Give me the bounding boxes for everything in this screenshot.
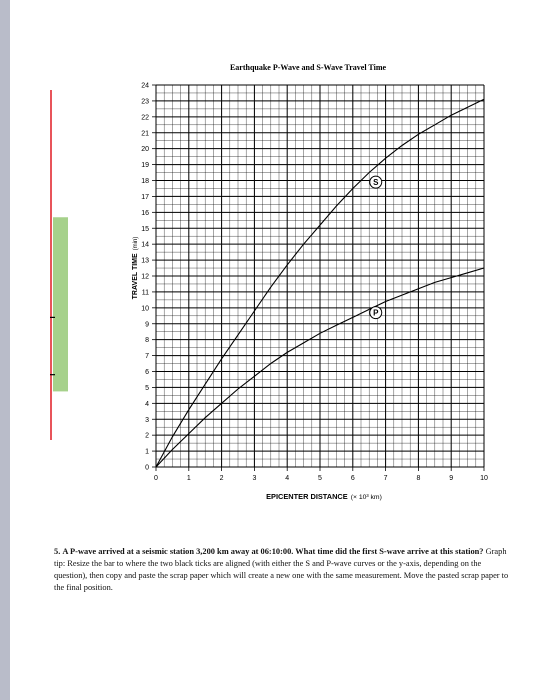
worksheet-page: Earthquake P-Wave and S-Wave Travel Time…: [10, 0, 538, 700]
y-tick-label: 5: [145, 385, 149, 392]
x-axis-title: EPICENTER DISTANCE: [266, 492, 348, 501]
y-axis-label: TRAVEL TIME (min): [132, 237, 139, 300]
y-tick-label: 13: [141, 258, 149, 265]
x-axis-unit: (× 10³ km): [351, 494, 382, 501]
x-tick-label: 0: [154, 475, 158, 482]
x-tick-label: 1: [187, 475, 191, 482]
x-tick-label: 4: [285, 475, 289, 482]
y-tick-label: 17: [141, 194, 149, 201]
y-tick-label: 19: [141, 162, 149, 169]
curve-label-s: S: [373, 178, 379, 187]
y-tick-label: 14: [141, 242, 149, 249]
y-axis-unit: (min): [133, 237, 139, 251]
question-number: 5.: [54, 547, 61, 556]
question-tip: Graph tip: Resize the bar to where the t…: [54, 547, 509, 592]
x-tick-label: 6: [351, 475, 355, 482]
y-tick-label: 7: [145, 353, 149, 360]
chart-title: Earthquake P-Wave and S-Wave Travel Time: [230, 63, 387, 72]
x-tick-label: 10: [480, 475, 488, 482]
y-tick-label: 2: [145, 433, 149, 440]
question-5: 5. A P-wave arrived at a seismic station…: [54, 546, 514, 594]
curve-label-p: P: [373, 309, 379, 318]
y-tick-label: 6: [145, 369, 149, 376]
y-tick-label: 23: [141, 98, 149, 105]
y-tick-label: 9: [145, 321, 149, 328]
y-tick-label: 16: [141, 210, 149, 217]
curve-label-circle-s: [369, 175, 383, 189]
y-tick-label: 21: [141, 130, 149, 137]
y-tick-label: 4: [145, 401, 149, 408]
question-prompt: A P-wave arrived at a seismic station 3,…: [62, 547, 484, 556]
y-tick-label: 24: [141, 83, 149, 90]
y-tick-label: 18: [141, 178, 149, 185]
y-tick-label: 15: [141, 226, 149, 233]
x-axis-label: EPICENTER DISTANCE (× 10³ km): [266, 492, 382, 501]
y-tick-label: 8: [145, 337, 149, 344]
scrap-bar-fill[interactable]: [53, 217, 68, 392]
x-tick-label: 9: [449, 475, 453, 482]
x-tick-label: 8: [416, 475, 420, 482]
y-tick-label: 0: [145, 465, 149, 472]
y-tick-label: 22: [141, 114, 149, 121]
y-tick-label: 3: [145, 417, 149, 424]
y-tick-label: 20: [141, 146, 149, 153]
x-tick-label: 3: [252, 475, 256, 482]
y-tick-label: 1: [145, 449, 149, 456]
y-tick-label: 11: [142, 289, 149, 296]
travel-time-chart: Earthquake P-Wave and S-Wave Travel Time…: [50, 63, 488, 501]
curve-p: [155, 267, 485, 468]
x-tick-label: 2: [220, 475, 224, 482]
curve-s: [155, 98, 485, 468]
y-axis-title: TRAVEL TIME: [132, 253, 139, 299]
scrap-paper-bar[interactable]: [50, 90, 68, 440]
x-axis-ticks: 0 1 2 3 4 5 6 7 8 9 10: [154, 467, 488, 482]
curve-labels: SP: [369, 175, 383, 320]
major-grid: [155, 84, 485, 468]
y-tick-label: 10: [141, 305, 149, 312]
x-tick-label: 7: [384, 475, 388, 482]
y-tick-label: 12: [141, 274, 149, 281]
x-tick-label: 5: [318, 475, 322, 482]
curves: [155, 98, 485, 468]
curve-label-circle-p: [369, 306, 383, 320]
